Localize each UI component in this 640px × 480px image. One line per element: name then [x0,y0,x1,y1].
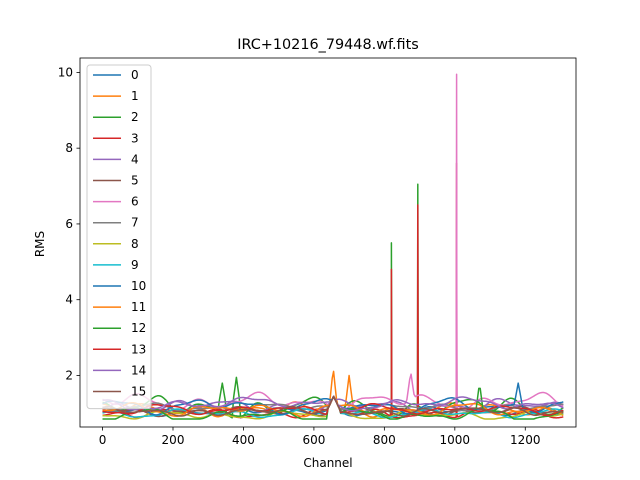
legend-label-1: 1 [131,89,139,103]
y-tick-label: 8 [65,141,73,155]
legend-label-0: 0 [131,68,139,82]
legend-label-9: 9 [131,258,139,272]
y-tick-label: 10 [58,65,73,79]
x-tick-label: 600 [302,433,325,447]
legend-label-3: 3 [131,131,139,145]
series-line-15 [102,395,564,417]
y-axis-label: RMS [33,231,47,257]
axes-frame [79,57,577,428]
x-tick-label: 400 [232,433,255,447]
x-axis-label: Channel [303,456,352,470]
legend-label-2: 2 [131,110,139,124]
y-tick-label: 6 [65,217,73,231]
chart-title: IRC+10216_79448.wf.fits [237,37,419,53]
x-tick-label: 0 [99,433,107,447]
y-tick-label: 4 [65,293,73,307]
legend-label-14: 14 [131,363,146,377]
x-tick-label: 1200 [510,433,541,447]
legend-label-7: 7 [131,216,139,230]
legend-label-10: 10 [131,279,146,293]
legend-label-13: 13 [131,342,146,356]
plot-area [102,73,564,420]
legend-label-5: 5 [131,174,139,188]
legend-label-11: 11 [131,300,146,314]
legend-label-15: 15 [131,385,146,399]
legend-label-8: 8 [131,237,139,251]
legend-label-6: 6 [131,195,139,209]
y-tick-label: 2 [65,368,73,382]
legend-label-4: 4 [131,152,139,166]
legend-label-12: 12 [131,321,146,335]
x-tick-label: 1000 [440,433,471,447]
x-tick-label: 800 [373,433,396,447]
legend-box [86,64,152,410]
x-tick-label: 200 [162,433,185,447]
